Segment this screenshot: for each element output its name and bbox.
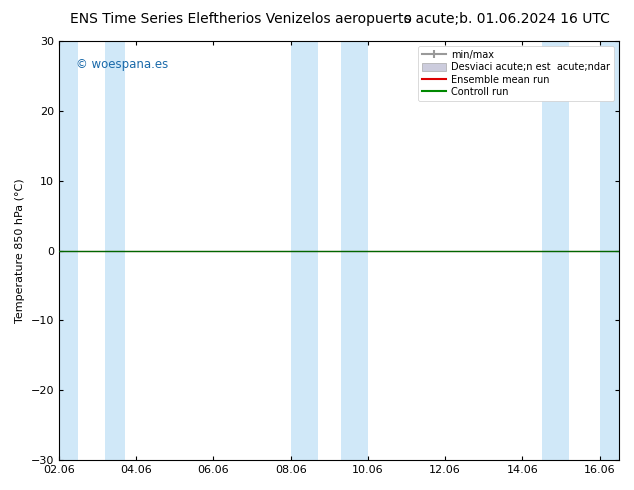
Y-axis label: Temperature 850 hPa (°C): Temperature 850 hPa (°C) (15, 178, 25, 323)
Bar (341, 41, 368, 460)
Text: ENS Time Series Eleftherios Venizelos aeropuerto: ENS Time Series Eleftherios Venizelos ae… (70, 12, 412, 26)
Bar (105, 41, 125, 460)
Bar (600, 41, 619, 460)
Bar (541, 41, 569, 460)
Text: s acute;b. 01.06.2024 16 UTC: s acute;b. 01.06.2024 16 UTC (404, 12, 610, 26)
Bar (290, 41, 318, 460)
Legend: min/max, Desviaci acute;n est  acute;ndar, Ensemble mean run, Controll run: min/max, Desviaci acute;n est acute;ndar… (418, 46, 614, 101)
Text: © woespana.es: © woespana.es (75, 58, 168, 71)
Bar (59, 41, 78, 460)
